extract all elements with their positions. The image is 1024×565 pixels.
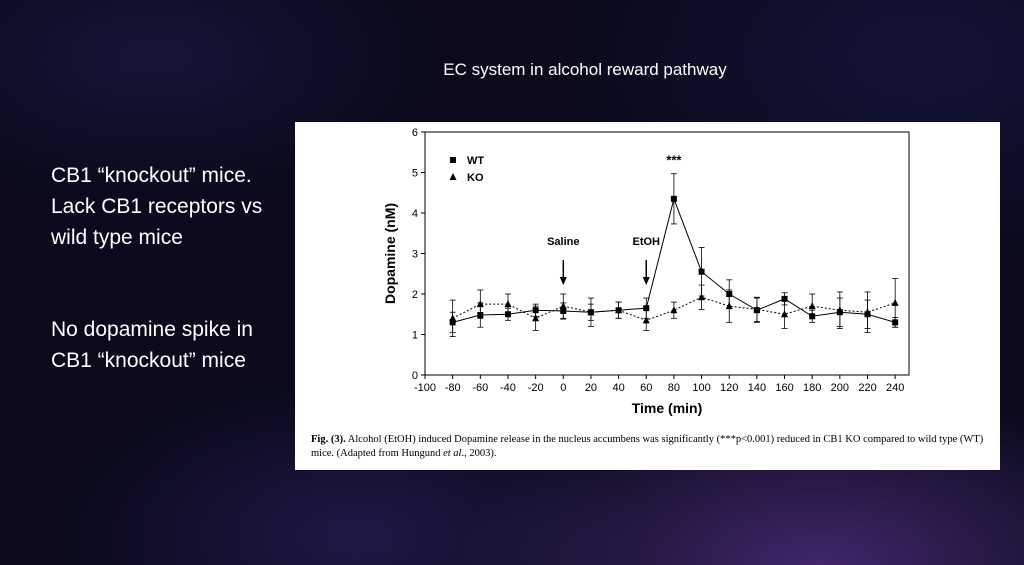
significance-marker: *** xyxy=(666,153,682,168)
plot-frame xyxy=(424,131,910,376)
data-point-ko xyxy=(808,302,816,310)
legend-marker-ko xyxy=(449,173,457,180)
data-point-ko xyxy=(864,308,872,316)
caption-etal: et al xyxy=(443,448,462,459)
x-tick-label: 100 xyxy=(692,382,710,394)
x-tick-label: 160 xyxy=(775,382,793,394)
data-point-wt xyxy=(781,295,788,302)
y-tick-label: 4 xyxy=(412,208,418,220)
data-point-ko xyxy=(587,308,595,316)
caption-label: Fig. (3). xyxy=(311,434,346,445)
x-tick-label: -60 xyxy=(472,382,488,394)
x-tick-label: 120 xyxy=(720,382,738,394)
data-point-ko xyxy=(642,316,650,324)
x-tick-label: 0 xyxy=(560,382,566,394)
annotation-arrow-head xyxy=(559,277,567,285)
figure-caption: Fig. (3). Alcohol (EtOH) induced Dopamin… xyxy=(311,433,1001,461)
x-tick-label: 220 xyxy=(858,382,876,394)
x-tick-label: -40 xyxy=(500,382,516,394)
data-point-ko xyxy=(504,300,512,308)
data-point-ko xyxy=(836,306,844,314)
x-tick-label: -80 xyxy=(445,382,461,394)
data-point-ko xyxy=(891,298,899,306)
x-tick-label: 40 xyxy=(612,382,624,394)
dopamine-chart: 0 1 2 3 4 5 6 -100 -80 -60 -40 -20 0 20 40 60 80 100 120 14… xyxy=(382,127,910,416)
x-tick-label: 20 xyxy=(585,382,597,394)
x-axis-label: Time (min) xyxy=(632,400,703,416)
annotation-label: EtOH xyxy=(633,236,661,248)
data-point-ko xyxy=(698,293,706,301)
data-point-wt xyxy=(698,268,705,275)
legend-label-ko: KO xyxy=(467,172,484,184)
x-tick-label: -20 xyxy=(528,382,544,394)
x-tick-label: -100 xyxy=(414,382,436,394)
x-tick-label: 240 xyxy=(886,382,904,394)
annotation-label: Saline xyxy=(547,236,579,248)
series-line-ko xyxy=(452,296,896,321)
data-point-ko xyxy=(781,310,789,318)
caption-text: Alcohol (EtOH) induced Dopamine release … xyxy=(311,434,984,459)
x-tick-label: 180 xyxy=(803,382,821,394)
data-point-ko xyxy=(753,305,761,313)
data-point-ko xyxy=(725,302,733,310)
data-point-ko xyxy=(476,300,484,308)
data-point-ko xyxy=(670,306,678,314)
y-tick-label: 2 xyxy=(412,289,418,301)
annotation-arrow-head xyxy=(642,277,650,285)
y-tick-label: 1 xyxy=(412,330,418,342)
x-tick-label: 200 xyxy=(831,382,849,394)
data-point-ko xyxy=(615,306,623,314)
figure-panel: 0 1 2 3 4 5 6 -100 -80 -60 -40 -20 0 20 40 60 80 100 120 14… xyxy=(295,122,1000,470)
slide-title: EC system in alcohol reward pathway xyxy=(443,60,727,79)
data-point-ko xyxy=(449,314,457,322)
y-tick-label: 6 xyxy=(412,127,418,139)
data-point-ko xyxy=(532,314,540,322)
y-tick-label: 3 xyxy=(412,249,418,261)
caption-end: ., 2003). xyxy=(461,448,497,459)
y-tick-label: 0 xyxy=(412,370,418,382)
y-tick-label: 5 xyxy=(412,168,418,180)
data-point-wt xyxy=(670,195,677,202)
data-point-wt xyxy=(643,305,650,312)
x-tick-label: 80 xyxy=(668,382,680,394)
side-text-knockout-description: CB1 “knockout” mice. Lack CB1 receptors … xyxy=(51,164,263,249)
side-text-conclusion: No dopamine spike in CB1 “knockout” mice xyxy=(51,318,253,372)
x-tick-label: 140 xyxy=(748,382,766,394)
y-axis-label: Dopamine (nM) xyxy=(382,203,398,304)
data-point-ko xyxy=(559,302,567,310)
legend-label-wt: WT xyxy=(467,155,484,167)
x-tick-label: 60 xyxy=(640,382,652,394)
legend-marker-wt xyxy=(450,157,456,163)
